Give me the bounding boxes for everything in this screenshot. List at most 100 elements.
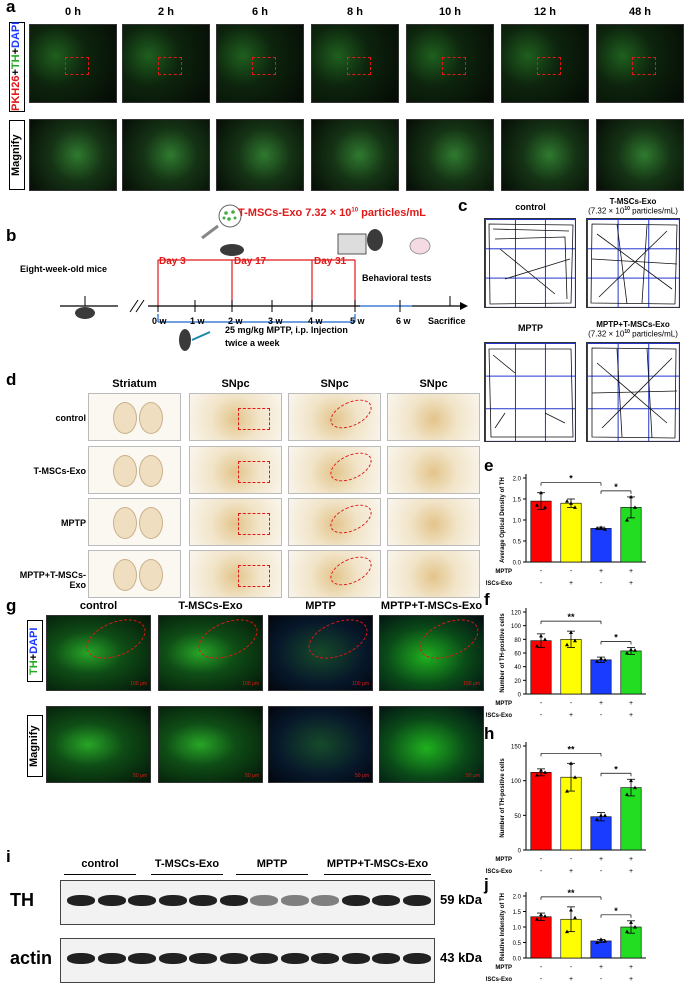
zoom-box [537,57,561,75]
ihc-column-title: SNpc [320,378,349,390]
magnified-image [501,119,589,191]
magnified-image [216,119,304,191]
ihc-row-title: T-MSCs-Exo [33,466,86,476]
bar [530,772,552,851]
zoom-box [65,57,89,75]
data-point [595,940,599,944]
treatment-sign: + [629,856,633,863]
bar [590,528,612,563]
ihc-row-title: MPTP+T-MSCs-Exo [19,570,86,590]
data-point [569,630,573,634]
panel-d-label: d [6,370,17,389]
treatment-sign: - [540,964,543,971]
ihc-image [288,393,381,441]
data-point [565,499,569,503]
data-point [535,644,539,648]
ihc-column-title: Striatum [112,378,157,390]
data-point [539,633,543,638]
y-tick-label: 2.0 [513,477,522,483]
magnified-image [596,119,684,191]
ihc-image [88,393,181,441]
y-axis-label: Number of TH-positive cells [500,758,506,838]
timepoint-label: 10 h [438,6,461,18]
data-point [625,929,629,934]
snpc-outline [413,616,483,667]
data-point [543,505,547,509]
treatment-row-label: T-MSCs-Exo [486,581,512,587]
snpc-outline [325,447,377,488]
treatment-row-label: MPTP [495,569,512,575]
data-point [603,938,607,943]
sacrifice-label: Sacrifice [428,316,466,326]
panel-a-row-label-top: PKH26+TH+DAPI [9,22,25,112]
blot-band [219,953,248,964]
fluorescence-column-title: MPTP [305,600,336,612]
data-point [603,813,607,817]
ihc-image [288,498,381,546]
zoom-box [442,57,466,75]
th-magnified-image: 50 μm [268,706,373,783]
th-magnified-image: 50 μm [379,706,484,783]
blot-band [67,895,95,906]
panel-b-label: b [6,226,17,245]
blot-band [372,895,400,906]
treatment-sign: - [570,700,573,707]
zoom-box [238,513,270,535]
y-tick-label: 0 [518,693,522,699]
blot-band-name: actin [10,948,53,968]
y-tick-label: 0.5 [513,540,522,546]
treatment-sign: - [570,568,573,575]
treatment-sign: + [629,964,633,971]
open-field-track-mptp-exo [586,342,680,442]
treatment-sign: - [540,568,543,575]
panel-j-label: j [484,875,489,894]
treatment-sign: + [629,976,633,983]
data-point [535,917,539,921]
syringe-icon [191,331,211,341]
bar-chart-f: 0 20 40 60 80 100 120 Number of TH-positive cel… [486,608,646,719]
bar [620,787,642,851]
blot-band-name: TH [10,890,34,910]
data-point [565,642,569,647]
treatment-row-label: T-MSCs-Exo [486,977,512,983]
fluorescence-image [122,24,210,103]
week-label: 1 w [190,316,205,326]
data-point [633,785,637,790]
data-point [539,912,543,917]
treatment-sign: + [629,868,633,875]
fluorescence-image [406,24,494,103]
bar [530,500,552,563]
striatum-hemisphere [139,402,163,434]
ihc-row-title: control [55,413,87,423]
data-point [535,773,539,777]
data-point [629,920,633,924]
day-31-label: Day 31 [314,256,347,267]
scale-bar-label: 100 μm [352,681,369,687]
data-point [573,915,577,920]
blot-band [311,895,339,906]
panel-i-label: i [6,847,11,866]
ihc-image [288,446,381,494]
blot-band [97,895,126,906]
th-magnified-image: 50 μm [46,706,151,783]
blot-band [341,895,370,906]
treatment-sign: + [599,568,603,575]
ihc-column-title: SNpc [221,378,250,390]
treatment-sign: - [570,856,573,863]
y-tick-label: 60 [514,652,521,658]
data-point [633,648,637,652]
y-tick-label: 100 [511,779,522,785]
data-point [539,768,543,772]
week-label: 5 w [350,316,365,326]
bar [530,640,552,695]
treatment-sign: + [569,580,573,587]
data-point [625,651,629,655]
y-tick-label: 100 [511,624,522,630]
striatum-hemisphere [113,455,137,487]
th-magnified-image: 50 μm [158,706,263,783]
timepoint-label: 0 h [65,6,81,18]
blot-band [402,895,431,906]
panel-a-label: a [6,0,16,16]
panel-f-label: f [484,590,490,609]
mouse-icon [220,244,244,256]
